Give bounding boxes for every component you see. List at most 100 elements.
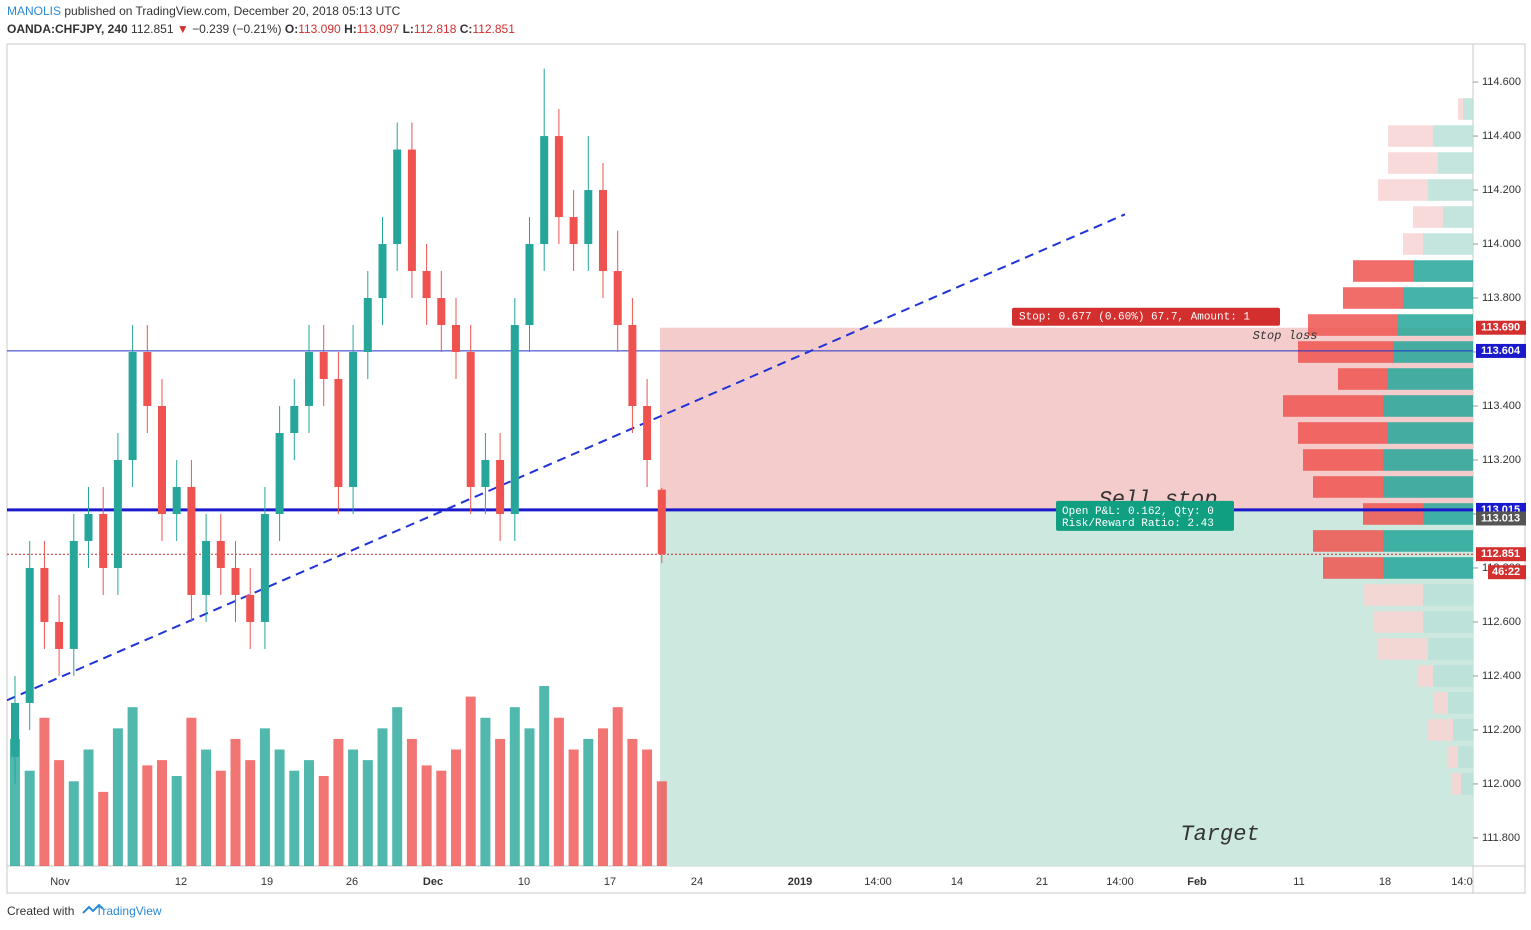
volume-bar xyxy=(406,738,417,866)
volume-bar xyxy=(656,781,667,866)
profile-up xyxy=(1413,260,1473,282)
profile-up xyxy=(1443,206,1473,228)
x-tick-label: 2019 xyxy=(788,876,812,888)
volume-bar xyxy=(583,738,594,866)
x-tick-label: 21 xyxy=(1036,876,1048,888)
stop-info: Stop: 0.677 (0.60%) 67.7, Amount: 1 xyxy=(1019,312,1250,324)
profile-up xyxy=(1458,746,1473,768)
ohlc-value: 113.090 xyxy=(298,22,341,36)
volume-bar xyxy=(377,728,388,866)
y-tick-label: 112.200 xyxy=(1482,724,1521,736)
volume-bar xyxy=(333,738,344,866)
profile-down xyxy=(1313,530,1383,552)
stop-loss: Stop loss xyxy=(1253,329,1318,343)
header-line: MANOLIS published on TradingView.com, De… xyxy=(7,4,401,18)
volume-bar xyxy=(68,781,79,866)
price-tag xyxy=(1476,547,1526,562)
candle-body xyxy=(599,190,607,272)
candle-body xyxy=(187,486,196,595)
x-tick-label: 18 xyxy=(1379,876,1391,888)
candle-body xyxy=(11,702,19,757)
profile-up xyxy=(1433,125,1473,147)
profile-down xyxy=(1353,260,1413,282)
author[interactable]: MANOLIS xyxy=(7,4,61,18)
volume-bar xyxy=(274,749,285,866)
candle-body xyxy=(231,567,240,595)
last: 112.851 xyxy=(131,22,174,36)
candle-body xyxy=(349,352,358,487)
candle-body xyxy=(466,352,475,487)
candle-body xyxy=(657,489,666,555)
candle-body xyxy=(40,567,49,622)
volume-bar xyxy=(598,728,608,866)
volume-bar xyxy=(98,791,109,866)
profile-up xyxy=(1448,692,1473,714)
x-tick-label: 17 xyxy=(604,876,616,888)
candle-body xyxy=(393,149,402,245)
candle-body xyxy=(334,379,343,487)
price-tag-label: 113.604 xyxy=(1481,345,1521,357)
profile-down xyxy=(1283,395,1383,417)
x-tick-label: Nov xyxy=(50,876,70,888)
candle-body xyxy=(643,406,652,460)
candle-body xyxy=(407,149,416,272)
candle-body xyxy=(143,352,152,407)
volume-bar xyxy=(245,760,256,866)
volume-bar xyxy=(304,760,314,866)
countdown-tag xyxy=(1488,565,1526,580)
volume-bar xyxy=(83,749,94,866)
volume-bar xyxy=(54,760,65,866)
footer-brand[interactable]: TradingView xyxy=(96,904,162,918)
candle-body xyxy=(84,513,93,541)
volume-bar xyxy=(259,728,270,866)
profile-up xyxy=(1423,584,1473,606)
profile-up xyxy=(1423,503,1473,525)
y-tick-label: 112.000 xyxy=(1482,778,1521,790)
volume-bar xyxy=(112,728,123,866)
profile-down xyxy=(1373,611,1423,633)
candle-body xyxy=(319,352,328,380)
volume-bar xyxy=(157,760,167,866)
candle-body xyxy=(422,271,431,299)
volume-bar xyxy=(215,770,226,866)
price-tag-label: 112.851 xyxy=(1481,548,1520,560)
candle-body xyxy=(290,406,299,433)
candle-body xyxy=(202,540,211,595)
profile-up xyxy=(1453,719,1473,741)
volume-bar xyxy=(171,776,182,866)
price-tag xyxy=(1476,343,1526,358)
profile-up xyxy=(1388,368,1473,390)
candle-body xyxy=(246,594,255,622)
profile-down xyxy=(1428,719,1453,741)
x-tick-label: 10 xyxy=(518,876,530,888)
candle-body xyxy=(378,244,387,299)
profile-up xyxy=(1383,530,1473,552)
price-tag xyxy=(1476,320,1526,335)
profile-down xyxy=(1418,665,1433,687)
y-tick-label: 111.800 xyxy=(1482,832,1520,844)
profile-up xyxy=(1383,395,1473,417)
change: −0.239 (−0.21%) xyxy=(192,22,281,36)
countdown: 46:22 xyxy=(1492,566,1520,578)
candle-body xyxy=(510,325,519,514)
candle-body xyxy=(525,244,534,326)
candle-body xyxy=(113,459,122,568)
candle-body xyxy=(128,352,137,460)
volume-bar xyxy=(421,765,432,866)
price-tag-label: 113.015 xyxy=(1481,504,1520,516)
volume-bar xyxy=(509,707,520,866)
profile-up xyxy=(1383,476,1473,498)
x-tick-label: 14:00 xyxy=(1106,876,1134,888)
footer: Created with TradingView xyxy=(7,904,162,918)
candle-body xyxy=(437,298,446,326)
y-tick-label: 114.200 xyxy=(1482,184,1521,196)
y-tick-label: 114.000 xyxy=(1482,238,1521,250)
x-tick-label: 19 xyxy=(261,876,273,888)
y-tick-label: 113.800 xyxy=(1482,292,1521,304)
profile-down xyxy=(1458,98,1463,120)
profile-down xyxy=(1413,206,1443,228)
arrow: ▼ xyxy=(177,22,189,36)
volume-bar xyxy=(642,749,653,866)
ohlc-value: 113.097 xyxy=(357,22,400,36)
profile-down xyxy=(1378,638,1428,660)
